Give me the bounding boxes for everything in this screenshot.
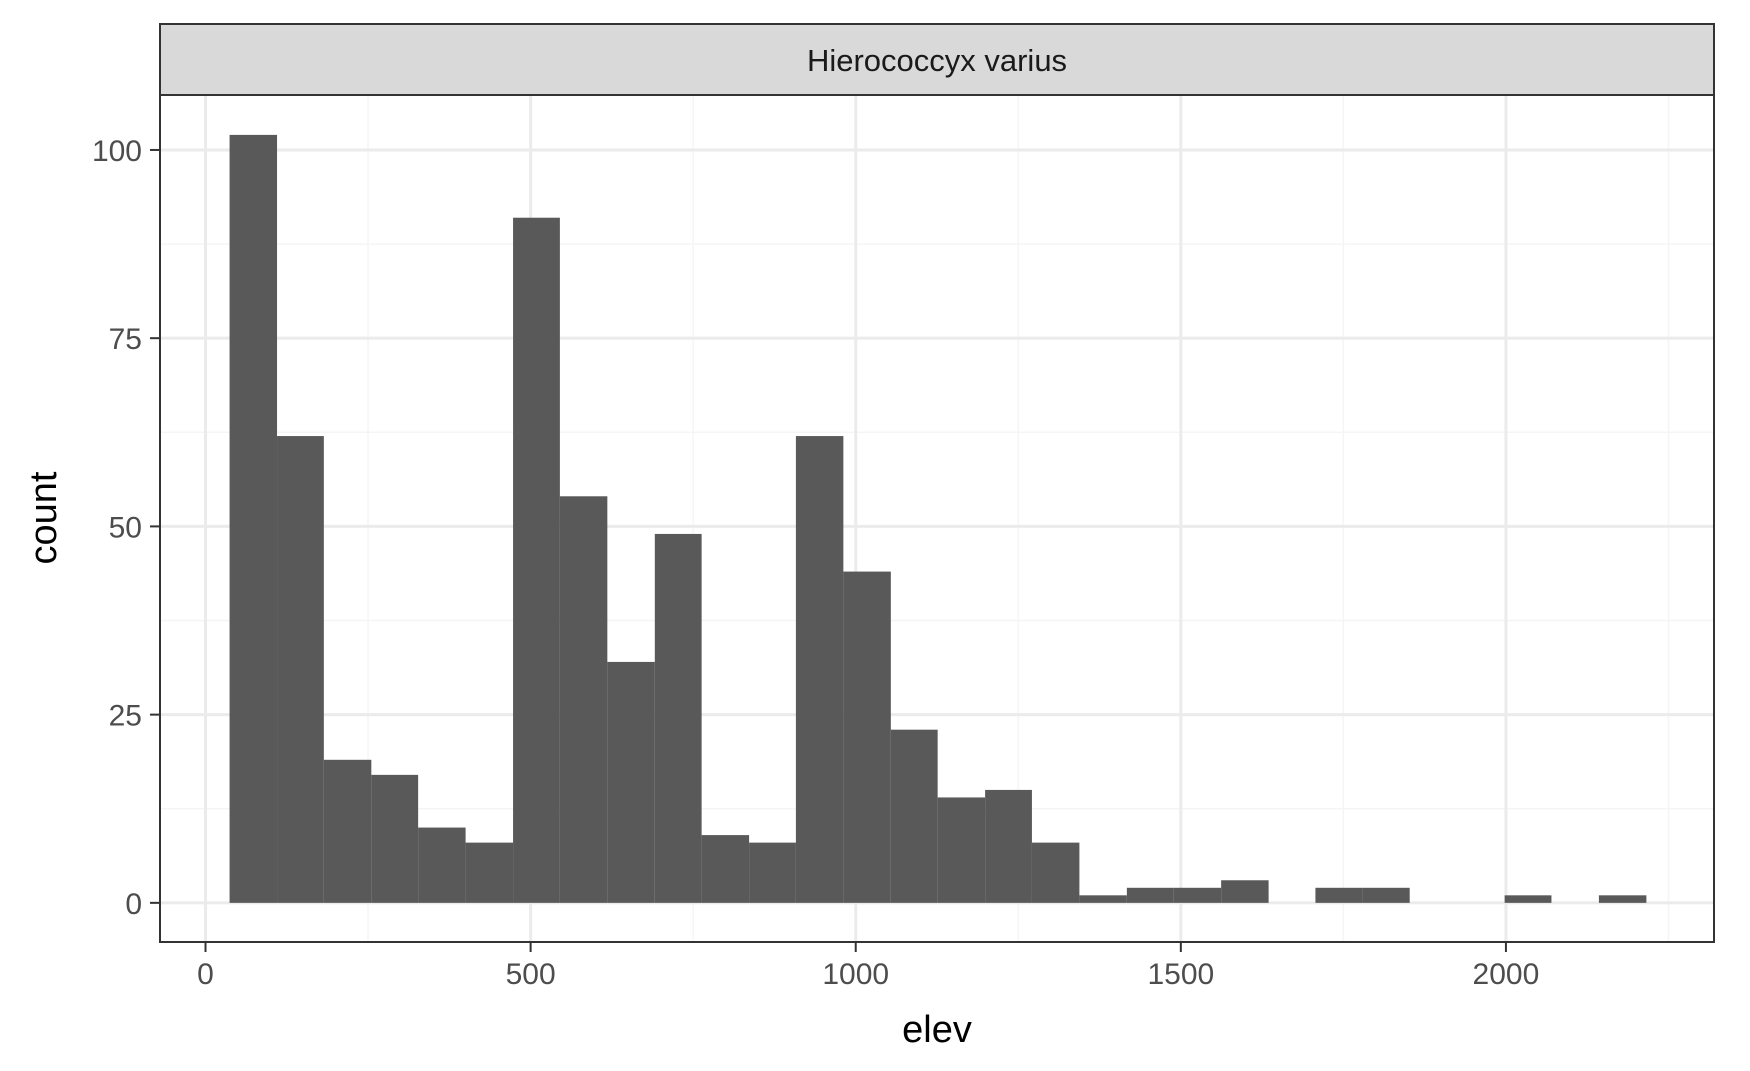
histogram-bar-11 bbox=[701, 835, 750, 903]
histogram-bar-5 bbox=[418, 827, 466, 903]
histogram-bar-6 bbox=[465, 842, 514, 903]
histogram-bar-19 bbox=[1079, 895, 1127, 903]
histogram-bar-25 bbox=[1362, 887, 1410, 903]
histogram-bar-1 bbox=[229, 134, 278, 903]
histogram-bar-18 bbox=[1031, 842, 1080, 903]
histogram-bar-10 bbox=[654, 533, 702, 903]
histogram-bar-21 bbox=[1173, 887, 1222, 903]
y-axis-title: count bbox=[23, 471, 65, 564]
x-tick-label: 1000 bbox=[822, 958, 889, 991]
histogram-bar-15 bbox=[890, 729, 938, 903]
x-tick-label: 0 bbox=[197, 958, 214, 991]
histogram-bar-17 bbox=[985, 789, 1032, 903]
y-tick-label: 0 bbox=[125, 888, 142, 921]
histogram-bar-30 bbox=[1598, 895, 1647, 903]
histogram-bar-22 bbox=[1221, 880, 1269, 903]
histogram-bar-2 bbox=[277, 436, 324, 903]
x-tick-label: 2000 bbox=[1473, 958, 1540, 991]
histogram-bar-9 bbox=[607, 661, 655, 903]
histogram-bar-20 bbox=[1126, 887, 1174, 903]
histogram-bar-14 bbox=[843, 571, 891, 903]
x-axis: 0 500 1000 1500 2000 bbox=[197, 942, 1539, 991]
y-tick-label: 75 bbox=[109, 323, 142, 356]
x-tick-label: 500 bbox=[506, 958, 556, 991]
x-axis-title: elev bbox=[902, 1009, 972, 1051]
x-tick-label: 1500 bbox=[1147, 958, 1214, 991]
facet-strip-label: Hierococcyx varius bbox=[807, 43, 1067, 78]
histogram-bar-16 bbox=[937, 797, 986, 903]
histogram-bar-3 bbox=[323, 759, 372, 903]
histogram-bar-13 bbox=[795, 436, 844, 903]
y-axis: 0 25 50 75 100 bbox=[92, 135, 160, 921]
histogram-bar-12 bbox=[749, 842, 796, 903]
histogram-bars bbox=[229, 134, 1647, 903]
facet-strip bbox=[159, 23, 1715, 96]
histogram-bar-8 bbox=[559, 496, 608, 903]
histogram-bar-28 bbox=[1504, 895, 1552, 903]
y-tick-label: 25 bbox=[109, 700, 142, 733]
histogram-bar-24 bbox=[1315, 887, 1363, 903]
y-tick-label: 50 bbox=[109, 511, 142, 544]
histogram-bar-7 bbox=[513, 217, 560, 903]
histogram-bar-4 bbox=[371, 774, 419, 903]
y-tick-label: 100 bbox=[92, 135, 142, 168]
